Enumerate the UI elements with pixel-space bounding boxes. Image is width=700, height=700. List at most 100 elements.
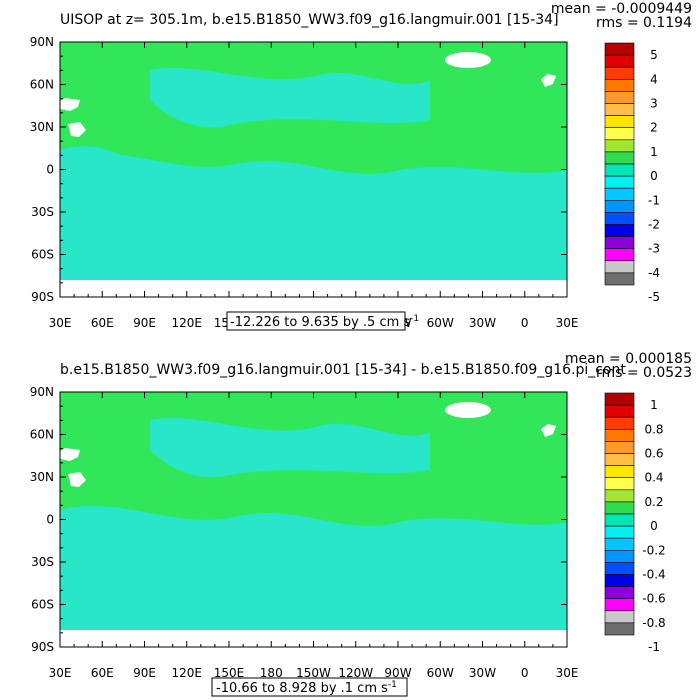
land-mask-left (60, 98, 80, 111)
colorbar-swatch (604, 501, 635, 515)
colorbar-swatch (604, 200, 635, 213)
range-label-exp: -1 (388, 680, 397, 690)
map-field (60, 42, 567, 297)
colorbar-swatch (604, 404, 635, 418)
colorbar-swatch (604, 236, 635, 250)
y-axis: 90N 60N 30N 0 30S 60S 90S (30, 385, 567, 654)
land-mask-left-2 (68, 122, 86, 137)
plot-svg-2: b.e15.B1850_WW3.f09_g16.langmuir.001 [15… (30, 351, 692, 697)
rms-stat: rms = 0.0523 (596, 365, 692, 381)
y-tick-label: 0 (46, 513, 54, 527)
colorbar-swatch (604, 272, 635, 286)
y-tick-label: 30S (31, 555, 54, 569)
colorbar-swatch (604, 79, 635, 92)
x-tick-label: 30E (49, 666, 72, 680)
field-region-south (60, 199, 567, 280)
y-tick-label: 60N (30, 78, 54, 92)
y-tick-label: 30N (30, 470, 54, 484)
colorbar-swatch (604, 525, 635, 539)
colorbar-swatch (604, 429, 635, 442)
colorbar-swatch (604, 127, 635, 141)
colorbar-swatch (604, 477, 635, 491)
y-tick-label: 30S (31, 205, 54, 219)
x-tick-label: 30W (469, 316, 496, 330)
colorbar-label: 5 (650, 48, 658, 62)
colorbar-swatch (604, 574, 635, 587)
colorbar-label: 1 (650, 398, 658, 412)
colorbar-swatch (604, 441, 635, 454)
colorbar-label: -5 (648, 290, 660, 304)
y-tick-label: 90N (30, 35, 54, 49)
colorbar-swatch (604, 175, 635, 189)
colorbar-swatch (604, 586, 635, 600)
y-tick-label: 60S (31, 248, 54, 262)
colorbar-swatch (604, 212, 635, 225)
y-tick-label: 0 (46, 163, 54, 177)
mean-stat: mean = 0.000185 (565, 351, 692, 367)
colorbar-label: 0.4 (644, 471, 663, 485)
x-tick-label: 60E (91, 666, 114, 680)
land-mask-ne (541, 424, 556, 437)
plot-title: b.e15.B1850_WW3.f09_g16.langmuir.001 [15… (60, 362, 626, 378)
plot-svg-1: UISOP at z= 305.1m, b.e15.B1850_WW3.f09_… (30, 1, 692, 331)
colorbar: 1 0.8 0.6 0.4 0.2 0 -0.2 -0.4 -0.6 -0.8 -1 (604, 392, 666, 654)
x-tick-label: 60W (427, 666, 454, 680)
colorbar-swatch (604, 54, 635, 68)
colorbar-swatch (604, 139, 635, 153)
mean-stat: mean = -0.0009449 (551, 1, 692, 17)
colorbar-swatch (604, 248, 635, 262)
colorbar-label: 2 (650, 121, 658, 135)
field-region-indian (60, 146, 140, 190)
colorbar-label: -0.4 (642, 568, 665, 582)
x-tick-label: 90E (133, 316, 156, 330)
colorbar-swatch (604, 115, 635, 128)
colorbar-swatch (604, 416, 635, 430)
x-axis: 30E 60E 90E 120E 150E 180 150W 120W 90W 60W 30W 0 30… (49, 392, 579, 680)
colorbar-swatch (604, 465, 635, 478)
field-region-north-pacific (150, 67, 430, 128)
range-label-text: -10.66 to 8.928 by .1 cm s (216, 681, 388, 696)
colorbar-swatch (604, 260, 635, 274)
colorbar-swatch (604, 562, 635, 575)
x-tick-label: 150E (214, 666, 245, 680)
colorbar-label: -0.2 (642, 543, 665, 557)
x-tick-label: 180 (260, 666, 283, 680)
colorbar-label: 1 (650, 145, 658, 159)
x-tick-label: 150W (296, 666, 331, 680)
land-mask-left-2 (68, 472, 86, 487)
colorbar-label: -1 (648, 640, 660, 654)
colorbar-label: -0.6 (642, 592, 665, 606)
colorbar-label: 3 (650, 97, 658, 111)
colorbar-label: 4 (650, 72, 658, 86)
colorbar-swatch (604, 513, 635, 527)
y-tick-label: 90N (30, 385, 54, 399)
colorbar-swatch (604, 91, 635, 104)
field-region-north-pacific (150, 418, 430, 478)
colorbar-swatch (604, 537, 635, 551)
x-tick-label: 30W (469, 666, 496, 680)
colorbar-label: -2 (648, 218, 660, 232)
colorbar-swatch (604, 66, 635, 80)
colorbar: 5 4 3 2 1 0 -1 -2 -3 -4 -5 (604, 42, 660, 304)
colorbar-swatch (604, 622, 635, 636)
x-tick-label: 0 (521, 316, 529, 330)
y-tick-label: 90S (31, 640, 54, 654)
colorbar-label: 0 (650, 169, 658, 183)
colorbar-swatch (604, 103, 635, 116)
field-region-south (60, 551, 567, 630)
range-label-text: -12.226 to 9.635 by .5 cm s (230, 315, 410, 330)
land-mask-ne (541, 74, 556, 87)
x-tick-label: 30E (556, 666, 579, 680)
y-tick-label: 60N (30, 428, 54, 442)
map-field (60, 392, 567, 647)
colorbar-swatch (604, 610, 635, 624)
x-tick-label: 30E (556, 316, 579, 330)
colorbar-swatch (604, 392, 635, 406)
colorbar-label: 0 (650, 519, 658, 533)
x-tick-label: 60E (91, 316, 114, 330)
plot-panel-2: b.e15.B1850_WW3.f09_g16.langmuir.001 [15… (0, 350, 700, 700)
x-tick-label: 90E (133, 666, 156, 680)
x-tick-label: 120E (172, 666, 203, 680)
colorbar-swatch (604, 453, 635, 466)
y-tick-label: 30N (30, 120, 54, 134)
